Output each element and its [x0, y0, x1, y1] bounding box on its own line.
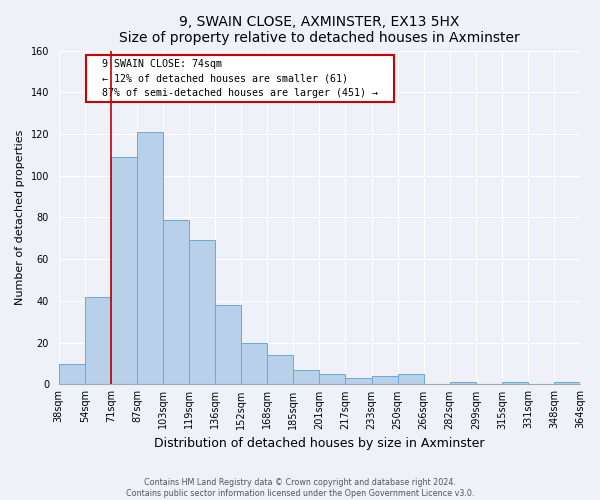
X-axis label: Distribution of detached houses by size in Axminster: Distribution of detached houses by size …	[154, 437, 485, 450]
Bar	[163, 220, 189, 384]
Bar	[319, 374, 346, 384]
Title: 9, SWAIN CLOSE, AXMINSTER, EX13 5HX
Size of property relative to detached houses: 9, SWAIN CLOSE, AXMINSTER, EX13 5HX Size…	[119, 15, 520, 45]
Bar	[398, 374, 424, 384]
Text: Contains HM Land Registry data © Crown copyright and database right 2024.
Contai: Contains HM Land Registry data © Crown c…	[126, 478, 474, 498]
Bar	[59, 364, 85, 384]
Bar	[111, 157, 137, 384]
Bar	[449, 382, 476, 384]
Bar	[293, 370, 319, 384]
Bar	[371, 376, 398, 384]
Bar	[267, 355, 293, 384]
Text: 9 SWAIN CLOSE: 74sqm  
  ← 12% of detached houses are smaller (61)  
  87% of se: 9 SWAIN CLOSE: 74sqm ← 12% of detached h…	[90, 59, 390, 98]
Bar	[241, 342, 267, 384]
Bar	[189, 240, 215, 384]
Bar	[85, 297, 111, 384]
Bar	[502, 382, 528, 384]
Bar	[554, 382, 580, 384]
Bar	[346, 378, 371, 384]
Y-axis label: Number of detached properties: Number of detached properties	[15, 130, 25, 305]
Bar	[137, 132, 163, 384]
Bar	[215, 305, 241, 384]
